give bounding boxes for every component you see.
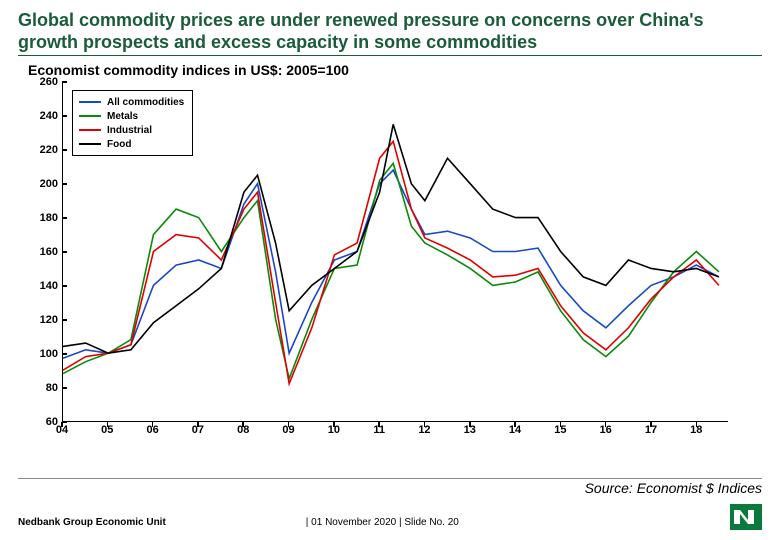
y-tick-label: 200 xyxy=(40,178,58,190)
legend: All commodities Metals Industrial Food xyxy=(72,90,193,156)
y-tick-mark xyxy=(62,217,67,219)
y-tick-label: 120 xyxy=(40,314,58,326)
x-tick-mark xyxy=(424,422,426,427)
legend-label: Food xyxy=(107,139,131,150)
y-tick-label: 260 xyxy=(40,76,58,88)
x-tick-mark xyxy=(605,422,607,427)
brand-logo xyxy=(730,504,762,530)
y-axis: 6080100120140160180200220240260 xyxy=(28,82,62,422)
y-tick-mark xyxy=(62,319,67,321)
y-tick-mark xyxy=(62,387,67,389)
y-tick-mark xyxy=(62,183,67,185)
y-tick-mark xyxy=(62,285,67,287)
y-tick-label: 180 xyxy=(40,212,58,224)
x-tick-mark xyxy=(378,422,380,427)
x-tick-mark xyxy=(152,422,154,427)
x-tick-mark xyxy=(197,422,199,427)
legend-swatch xyxy=(79,115,101,118)
x-tick-mark xyxy=(242,422,244,427)
legend-label: Industrial xyxy=(107,125,152,136)
y-tick-label: 240 xyxy=(40,110,58,122)
title-block: Global commodity prices are under renewe… xyxy=(18,10,762,56)
x-tick-mark xyxy=(560,422,562,427)
y-tick-mark xyxy=(62,251,67,253)
x-tick-mark xyxy=(333,422,335,427)
series-line-metals xyxy=(63,164,719,379)
y-tick-label: 140 xyxy=(40,280,58,292)
legend-label: All commodities xyxy=(107,97,184,108)
footer-org: Nedbank Group Economic Unit xyxy=(18,517,166,528)
y-tick-mark xyxy=(62,115,67,117)
x-tick-mark xyxy=(107,422,109,427)
x-tick-mark xyxy=(650,422,652,427)
footer: Nedbank Group Economic Unit | 01 Novembe… xyxy=(18,517,762,528)
y-tick-label: 160 xyxy=(40,246,58,258)
legend-swatch xyxy=(79,143,101,146)
chart-title: Economist commodity indices in US$: 2005… xyxy=(28,62,748,78)
y-tick-mark xyxy=(62,149,67,151)
legend-row: All commodities xyxy=(79,95,184,109)
y-tick-label: 220 xyxy=(40,144,58,156)
legend-swatch xyxy=(79,101,101,104)
y-tick-label: 100 xyxy=(40,348,58,360)
x-tick-mark xyxy=(469,422,471,427)
legend-row: Food xyxy=(79,137,184,151)
y-tick-mark xyxy=(62,81,67,83)
x-axis: 040506070809101112131415161718 xyxy=(62,422,728,442)
y-tick-mark xyxy=(62,353,67,355)
series-line-industrial xyxy=(63,142,719,384)
legend-row: Industrial xyxy=(79,123,184,137)
source-text: Source: Economist $ Indices xyxy=(18,478,762,496)
chart: Economist commodity indices in US$: 2005… xyxy=(28,62,748,472)
legend-swatch xyxy=(79,129,101,132)
x-tick-mark xyxy=(61,422,63,427)
series-line-all-commodities xyxy=(63,170,719,358)
x-tick-mark xyxy=(696,422,698,427)
footer-date-slide: | 01 November 2020 | Slide No. 20 xyxy=(306,517,459,528)
plot: 6080100120140160180200220240260 04050607… xyxy=(28,82,728,442)
series-line-food xyxy=(63,125,719,354)
x-tick-mark xyxy=(514,422,516,427)
legend-label: Metals xyxy=(107,111,138,122)
slide: Global commodity prices are under renewe… xyxy=(0,0,780,540)
x-tick-mark xyxy=(288,422,290,427)
slide-title: Global commodity prices are under renewe… xyxy=(18,10,762,53)
y-tick-label: 80 xyxy=(46,382,58,394)
legend-row: Metals xyxy=(79,109,184,123)
y-tick-mark xyxy=(62,421,67,423)
